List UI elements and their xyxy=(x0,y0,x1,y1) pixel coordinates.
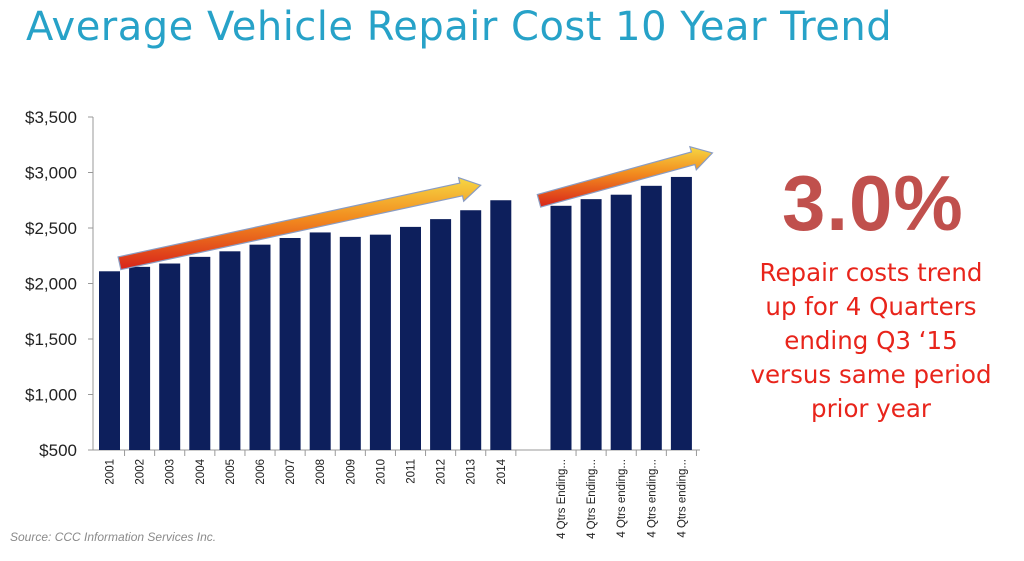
caption-line: prior year xyxy=(811,394,931,423)
caption-line: Repair costs trend xyxy=(759,258,983,287)
x-tick-label: 2003 xyxy=(165,459,177,485)
x-tick-label: 4 Qtrs ending... xyxy=(616,459,628,538)
source-note: Source: CCC Information Services Inc. xyxy=(10,530,217,544)
bar xyxy=(249,244,271,450)
bar xyxy=(279,237,301,450)
highlight-stat: 3.0% xyxy=(782,159,964,247)
x-tick-label: 4 Qtrs ending... xyxy=(676,459,688,538)
trend-arrow xyxy=(536,145,714,208)
x-tick-label: 2010 xyxy=(375,459,387,485)
y-tick-label: $500 xyxy=(39,441,77,460)
x-tick-label: 2009 xyxy=(345,459,357,485)
bar xyxy=(219,251,241,450)
bar xyxy=(339,236,361,450)
bar xyxy=(430,219,452,450)
y-tick-label: $2,500 xyxy=(25,219,77,238)
caption-line: up for 4 Quarters xyxy=(765,292,977,321)
x-tick-label: 2005 xyxy=(225,459,237,485)
trend-arrow xyxy=(117,176,482,271)
highlight-caption: Repair costs trend up for 4 Quarters end… xyxy=(726,256,1016,426)
x-tick-label: 2001 xyxy=(105,459,117,485)
bar xyxy=(670,176,692,450)
y-tick-label: $3,500 xyxy=(25,108,77,127)
bar xyxy=(159,263,181,450)
x-tick-label: 2013 xyxy=(466,459,478,485)
y-tick-label: $3,000 xyxy=(25,164,77,183)
x-tick-label: 4 Qtrs Ending... xyxy=(586,459,598,539)
bar xyxy=(129,266,151,450)
page-title: Average Vehicle Repair Cost 10 Year Tren… xyxy=(26,4,893,50)
x-tick-label: 4 Qtrs ending... xyxy=(646,459,658,538)
bar xyxy=(189,256,211,450)
bar xyxy=(99,271,120,450)
bar xyxy=(490,200,512,450)
bar xyxy=(369,234,391,450)
caption-line: ending Q3 ‘15 xyxy=(784,326,958,355)
y-tick-label: $1,000 xyxy=(25,386,77,405)
caption-line: versus same period xyxy=(750,360,992,389)
y-tick-label: $2,000 xyxy=(25,275,77,294)
x-tick-label: 2006 xyxy=(255,459,267,485)
bar xyxy=(580,199,602,450)
x-tick-label: 2014 xyxy=(496,458,508,484)
x-tick-label: 4 Qtrs Ending... xyxy=(556,459,568,539)
bar xyxy=(550,205,572,450)
x-tick-label: 2002 xyxy=(135,459,147,485)
bar xyxy=(460,210,482,450)
bar xyxy=(309,232,331,450)
bar-chart: $500 $1,000 $1,500 $2,000 $2,500 $3,000 $3,500… xyxy=(25,108,714,539)
bar xyxy=(640,185,662,450)
bar xyxy=(400,226,421,450)
x-tick-label: 2011 xyxy=(406,459,418,484)
x-tick-label: 2012 xyxy=(436,459,448,485)
x-tick-label: 2008 xyxy=(315,459,327,485)
y-tick-label: $1,500 xyxy=(25,330,77,349)
bar xyxy=(610,194,632,450)
x-tick-label: 2004 xyxy=(195,458,207,484)
x-tick-label: 2007 xyxy=(285,459,297,485)
